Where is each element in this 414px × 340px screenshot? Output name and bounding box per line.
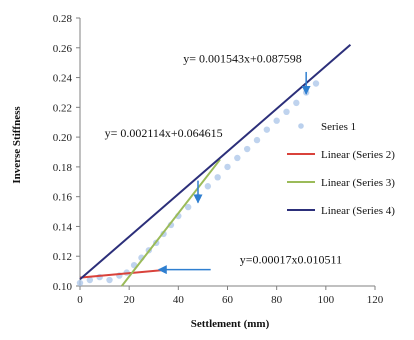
y-tick-label: 0.20 [53, 132, 73, 144]
y-tick-label: 0.14 [53, 221, 73, 233]
trendline-equation: y= 0.002114x+0.064615 [105, 126, 223, 140]
trendline-equation: y= 0.001543x+0.087598 [183, 52, 302, 66]
y-tick-label: 0.22 [53, 102, 72, 114]
data-point [106, 276, 113, 284]
y-tick-label: 0.18 [53, 162, 73, 174]
annotations: y= 0.001543x+0.087598 y= 0.002114x+0.0646… [105, 52, 342, 275]
data-point [234, 154, 241, 162]
y-tick-label: 0.26 [53, 43, 73, 55]
x-tick-label: 80 [271, 294, 283, 306]
y-tick-label: 0.16 [53, 192, 73, 204]
x-tick-label: 60 [222, 294, 234, 306]
trendline-equation: y=0.00017x0.010511 [240, 253, 342, 267]
y-tick-label: 0.28 [53, 13, 73, 25]
y-tick-label: 0.12 [53, 251, 72, 263]
trendline [121, 158, 221, 287]
legend-label: Linear (Series 3) [321, 177, 395, 189]
data-point [76, 279, 84, 287]
x-tick-label: 120 [367, 294, 384, 306]
data-point [184, 203, 192, 211]
data-point [253, 136, 261, 144]
trendline [79, 44, 352, 281]
data-point [224, 163, 231, 171]
chart-marks [76, 44, 352, 287]
legend-label: Linear (Series 4) [321, 205, 395, 217]
data-point [293, 99, 300, 107]
x-tick-label: 0 [77, 294, 83, 306]
data-point [263, 126, 271, 133]
data-point [243, 145, 251, 153]
data-point [273, 117, 280, 124]
legend-label: Series 1 [321, 121, 356, 133]
x-axis-title: Settlement (mm) [191, 318, 270, 330]
legend-label: Linear (Series 2) [321, 149, 395, 161]
y-tick-label: 0.24 [53, 73, 73, 85]
x-tick-label: 20 [124, 294, 136, 306]
y-tick-label: 0.10 [53, 281, 73, 293]
x-tick-label: 40 [173, 294, 185, 306]
data-point [312, 80, 320, 87]
data-point [283, 108, 290, 116]
data-point [86, 276, 94, 284]
y-axis-title: Inverse Stiffness [11, 106, 23, 184]
trendline [79, 269, 162, 279]
legend: Series 1 Linear (Series 2) Linear (Series … [287, 121, 395, 217]
data-point [204, 183, 212, 190]
plot-area: 0.10 0.12 0.14 0.16 0.18 0.20 0.22 0.24 0.26 0.28… [53, 13, 384, 306]
legend-marker [298, 123, 304, 129]
data-point [214, 174, 221, 181]
x-tick-label: 100 [318, 294, 335, 306]
